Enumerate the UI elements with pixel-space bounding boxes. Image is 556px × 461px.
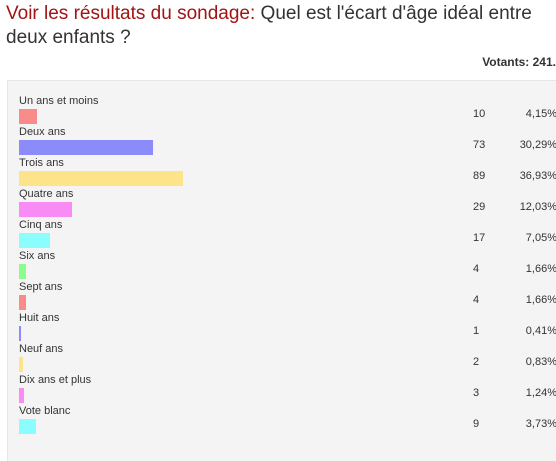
result-bar (19, 357, 23, 372)
poll-option-row: Cinq ans 17 7,05% (8, 219, 556, 249)
poll-question: Quel est l'écart d'âge idéal entre deux … (6, 3, 532, 48)
option-label: Sept ans (19, 281, 63, 293)
vote-count: 4 (473, 263, 480, 275)
poll-option-row: Neuf ans 2 0,83% (8, 343, 556, 373)
result-bar (19, 388, 24, 403)
poll-option-row: Dix ans et plus 3 1,24% (8, 374, 556, 404)
vote-count: 10 (473, 108, 486, 120)
vote-percent: 36,93% (519, 170, 556, 182)
poll-option-row: Quatre ans 29 12,03% (8, 188, 556, 218)
vote-percent: 12,03% (519, 201, 556, 213)
vote-percent: 1,66% (525, 294, 556, 306)
vote-percent: 0,41% (525, 325, 556, 337)
option-label: Cinq ans (19, 219, 63, 231)
option-label: Neuf ans (19, 343, 64, 355)
option-label: Six ans (19, 250, 56, 262)
poll-title: Voir les résultats du sondage: Quel est … (6, 2, 554, 50)
vote-percent: 30,29% (519, 139, 556, 151)
result-bar (19, 419, 36, 434)
poll-option-row: Vote blanc 9 3,73% (8, 405, 556, 435)
option-label: Dix ans et plus (19, 374, 92, 386)
vote-percent: 3,73% (525, 418, 556, 430)
vote-count: 1 (473, 325, 480, 337)
option-label: Deux ans (19, 126, 66, 138)
vote-percent: 1,24% (525, 387, 556, 399)
result-bar (19, 171, 183, 186)
poll-option-row: Trois ans 89 36,93% (8, 157, 556, 187)
vote-percent: 7,05% (525, 232, 556, 244)
poll-option-row: Sept ans 4 1,66% (8, 281, 556, 311)
result-bar (19, 109, 37, 124)
option-label: Vote blanc (19, 405, 71, 417)
vote-count: 17 (473, 232, 486, 244)
poll-option-row: Deux ans 73 30,29% (8, 126, 556, 156)
poll-option-row: Un ans et moins 10 4,15% (8, 95, 556, 125)
vote-count: 89 (473, 170, 486, 182)
vote-count: 29 (473, 201, 486, 213)
result-bar (19, 140, 153, 155)
option-label: Trois ans (19, 157, 64, 169)
result-bar (19, 233, 50, 248)
vote-percent: 4,15% (525, 108, 556, 120)
option-label: Quatre ans (19, 188, 74, 200)
result-bar (19, 202, 72, 217)
results-panel: Un ans et moins 10 4,15% Deux ans 73 30,29% Tr… (7, 80, 556, 461)
vote-percent: 0,83% (525, 356, 556, 368)
vote-count: 4 (473, 294, 480, 306)
result-bar (19, 295, 26, 310)
option-label: Un ans et moins (19, 95, 99, 107)
vote-count: 9 (473, 418, 480, 430)
view-results-link[interactable]: Voir les résultats du sondage: (6, 3, 256, 24)
voter-count: Votants: 241. (482, 55, 556, 69)
vote-count: 73 (473, 139, 486, 151)
vote-percent: 1,66% (525, 263, 556, 275)
poll-option-row: Huit ans 1 0,41% (8, 312, 556, 342)
vote-count: 3 (473, 387, 480, 399)
result-bar (19, 326, 21, 341)
option-label: Huit ans (19, 312, 60, 324)
result-bar (19, 264, 26, 279)
poll-option-row: Six ans 4 1,66% (8, 250, 556, 280)
vote-count: 2 (473, 356, 480, 368)
